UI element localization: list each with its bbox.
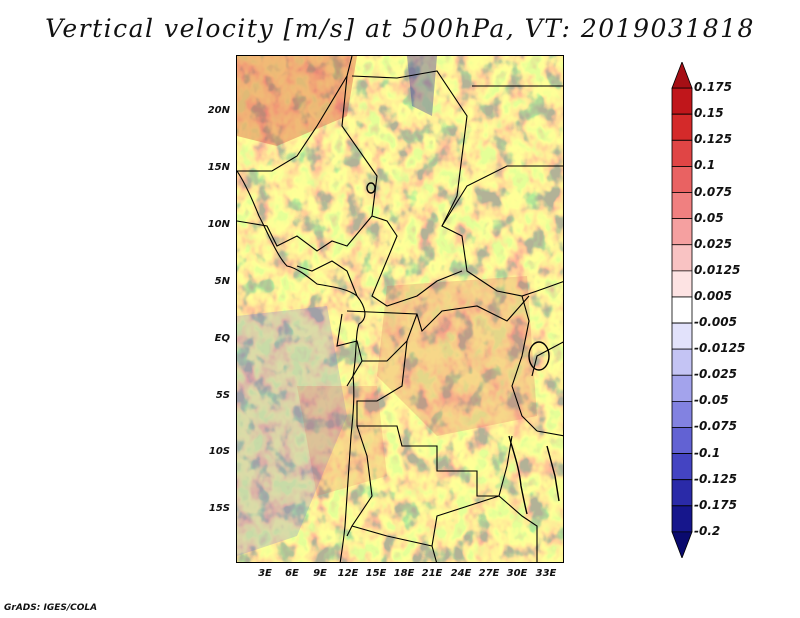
lake-tanganyika xyxy=(508,435,528,515)
lon-label-6e: 6E xyxy=(285,568,299,579)
colorbar-label: -0.175 xyxy=(694,497,737,512)
lake-chad xyxy=(366,182,376,194)
lat-label-15n: 15N xyxy=(207,162,230,173)
descent-region-atlantic xyxy=(237,306,347,556)
lon-label-21e: 21E xyxy=(421,568,443,579)
ascent-region-north xyxy=(237,56,357,146)
colorbar-label: 0.15 xyxy=(694,106,724,121)
colorbar-label: -0.05 xyxy=(694,393,729,408)
lakes xyxy=(366,182,560,515)
lat-label-20n: 20N xyxy=(207,105,230,116)
lake-victoria xyxy=(528,341,550,371)
velocity-shading xyxy=(237,56,563,562)
colorbar-bin xyxy=(671,479,693,507)
lon-label-3e: 3E xyxy=(258,568,272,579)
colorbar-bin xyxy=(671,427,693,454)
colorbar-label: 0.1 xyxy=(694,158,716,173)
colorbar-label: 0.005 xyxy=(694,288,732,303)
colorbar-label: 0.0125 xyxy=(694,262,741,277)
lon-label-9e: 9E xyxy=(313,568,327,579)
descent-region-north xyxy=(407,56,437,116)
lon-label-18e: 18E xyxy=(393,568,415,579)
colorbar-label: -0.025 xyxy=(694,367,737,382)
colorbar-label: -0.125 xyxy=(694,471,737,486)
colorbar-label: -0.005 xyxy=(694,315,737,330)
colorbar-bin xyxy=(671,218,693,246)
colorbar-label: 0.025 xyxy=(694,236,732,251)
lat-label-10n: 10N xyxy=(207,219,230,230)
colorbar-label: -0.2 xyxy=(694,523,721,538)
colorbar-bin xyxy=(671,139,693,167)
grads-credit: GrADS: IGES/COLA xyxy=(4,603,98,613)
colorbar-bin xyxy=(671,322,693,350)
colorbar-bin xyxy=(671,505,693,533)
lon-label-15e: 15E xyxy=(365,568,387,579)
colorbar xyxy=(671,62,693,558)
colorbar-label: -0.075 xyxy=(694,419,737,434)
colorbar-label: -0.0125 xyxy=(694,341,746,356)
lat-label-5n: 5N xyxy=(214,276,230,287)
map-title: Vertical velocity [m/s] at 500hPa, VT: 2… xyxy=(45,14,755,43)
colorbar-bin xyxy=(671,400,693,428)
colorbar-bin xyxy=(671,113,693,141)
colorbar-label: 0.175 xyxy=(694,80,732,95)
colorbar-bin xyxy=(671,62,693,89)
lon-label-30e: 30E xyxy=(506,568,528,579)
colorbar-label: 0.05 xyxy=(694,210,724,225)
colorbar-bin xyxy=(671,87,693,115)
colorbar-bin xyxy=(671,166,693,193)
colorbar-bin xyxy=(671,348,693,376)
map-panel[interactable] xyxy=(236,55,564,563)
lat-label-10s: 10S xyxy=(208,446,230,457)
country-borders xyxy=(237,56,563,562)
colorbar-bin xyxy=(671,374,693,402)
vertical-velocity-field xyxy=(237,56,563,562)
colorbar-bin xyxy=(671,192,693,220)
lon-label-12e: 12E xyxy=(337,568,359,579)
lon-label-27e: 27E xyxy=(478,568,500,579)
lat-label-15s: 15S xyxy=(208,503,230,514)
colorbar-bin xyxy=(671,244,693,272)
colorbar-bin xyxy=(671,531,693,558)
lat-label-eq: EQ xyxy=(214,333,230,344)
coastline xyxy=(237,170,366,562)
lat-label-5s: 5S xyxy=(215,390,230,401)
colorbar-label: 0.125 xyxy=(694,132,732,147)
lon-label-33e: 33E xyxy=(535,568,557,579)
colorbar-bin xyxy=(671,453,693,481)
lon-label-24e: 24E xyxy=(450,568,472,579)
colorbar-label: -0.1 xyxy=(694,445,721,460)
ascent-region-angola xyxy=(297,386,387,496)
colorbar-bin xyxy=(671,296,693,324)
lake-malawi xyxy=(546,445,560,502)
colorbar-bin xyxy=(671,270,693,298)
colorbar-label: 0.075 xyxy=(694,184,732,199)
